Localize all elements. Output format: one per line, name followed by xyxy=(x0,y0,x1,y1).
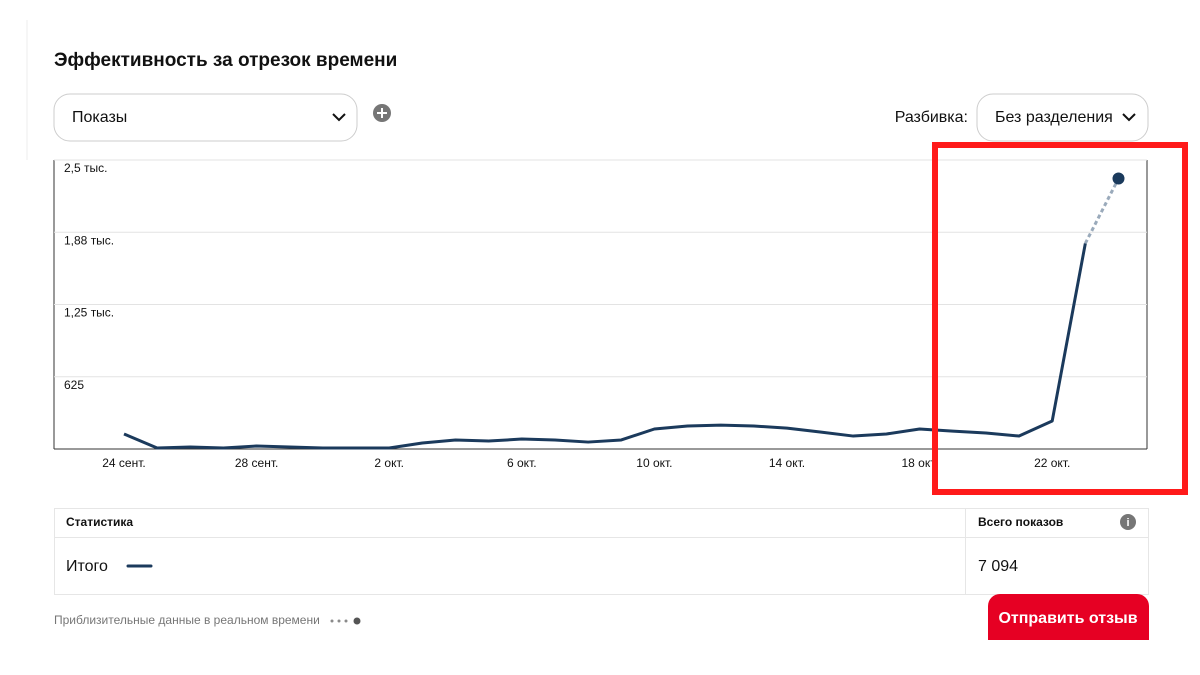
chevron xyxy=(332,113,346,122)
x-tick-label: 28 сент. xyxy=(235,456,278,470)
x-tick-label: 14 окт. xyxy=(769,456,805,470)
footer-note: Приблизительные данные в реальном времен… xyxy=(54,613,320,627)
x-tick-label: 18 окт. xyxy=(901,456,937,470)
info-icon[interactable] xyxy=(1120,514,1136,530)
series-name: Итого xyxy=(66,558,108,575)
metric-select[interactable] xyxy=(53,93,358,142)
x-tick-label: 24 сент. xyxy=(102,456,145,470)
plot-area: 625 1,25 тыс. 1,88 тыс. 2,5 тыс. 24 сент. 28 … xyxy=(53,159,1148,470)
stats-table xyxy=(54,508,1149,595)
highlight-box xyxy=(932,142,1188,495)
info-glyph: i xyxy=(1126,517,1129,529)
x-tick-label: 22 окт. xyxy=(1034,456,1070,470)
total-value: 7 094 xyxy=(978,558,1018,575)
estimated-line xyxy=(1084,177,1120,245)
x-tick-label: 6 окт. xyxy=(507,456,537,470)
y-tick-label: 1,88 тыс. xyxy=(64,233,114,247)
feedback-button[interactable] xyxy=(988,594,1149,640)
chevron xyxy=(1122,113,1136,122)
latest-point xyxy=(1112,172,1125,185)
feedback-button-label: Отправить отзыв xyxy=(998,610,1137,627)
breakdown-select-label: Без разделения xyxy=(995,109,1113,126)
x-tick-label: 10 окт. xyxy=(636,456,672,470)
y-tick-label: 625 xyxy=(64,378,84,392)
plus-icon xyxy=(377,108,387,118)
metric-select-label: Показы xyxy=(72,109,127,126)
x-tick-label: 2 окт. xyxy=(374,456,404,470)
table-header: Статистика xyxy=(66,515,133,529)
y-tick-label: 2,5 тыс. xyxy=(64,161,107,175)
table-header: Всего показов xyxy=(978,515,1063,529)
series-line xyxy=(123,243,1087,450)
breakdown-label: Разбивка: xyxy=(895,109,968,126)
breakdown-select[interactable] xyxy=(976,93,1149,142)
y-tick-label: 1,25 тыс. xyxy=(64,306,114,320)
live-dots xyxy=(330,617,361,625)
panel-title: Эффективность за отрезок времени xyxy=(54,50,397,71)
